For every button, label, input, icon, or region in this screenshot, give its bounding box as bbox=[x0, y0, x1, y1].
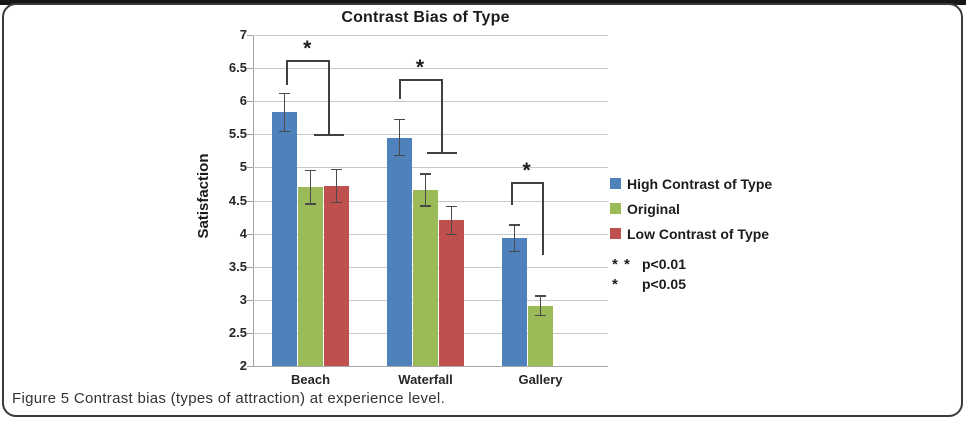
note-text: p<0.05 bbox=[642, 276, 686, 292]
x-tick-label: Waterfall bbox=[398, 372, 453, 387]
error-bar bbox=[335, 169, 338, 203]
legend-item-original: Original bbox=[610, 196, 772, 221]
y-tickmark bbox=[247, 35, 253, 36]
y-tickmark bbox=[247, 366, 253, 367]
error-bar bbox=[450, 206, 453, 235]
error-bar bbox=[539, 295, 542, 316]
significance-bracket bbox=[286, 60, 331, 63]
y-tick-label: 2.5 bbox=[228, 324, 247, 340]
error-bar-cap bbox=[331, 201, 342, 204]
legend-label: High Contrast of Type bbox=[627, 175, 773, 192]
legend-item-high-contrast: High Contrast of Type bbox=[610, 171, 772, 196]
significance-key: * * p<0.01 * p<0.05 bbox=[610, 254, 772, 294]
error-bar-cap bbox=[279, 130, 290, 133]
error-bar bbox=[513, 224, 516, 252]
error-bar bbox=[309, 170, 312, 204]
significance-bracket bbox=[511, 181, 545, 184]
legend-swatch-low-contrast-icon bbox=[610, 228, 621, 239]
significance-bracket bbox=[328, 60, 331, 135]
significance-bracket-cap bbox=[314, 133, 345, 136]
significance-note-p05: * p<0.05 bbox=[610, 274, 772, 294]
gridline bbox=[253, 35, 608, 36]
y-tickmark bbox=[247, 266, 253, 268]
error-bar bbox=[283, 93, 286, 132]
asterisk-double-icon: * * bbox=[612, 255, 631, 273]
gridline bbox=[253, 167, 608, 169]
significance-label: * bbox=[303, 37, 312, 61]
asterisk-single-icon: * bbox=[612, 275, 619, 293]
error-bar bbox=[398, 119, 401, 156]
y-tickmark bbox=[247, 332, 253, 334]
error-bar-cap bbox=[394, 154, 405, 157]
error-bar-cap bbox=[535, 295, 546, 297]
bar-gallery-series0 bbox=[502, 238, 527, 366]
bar-beach-series2 bbox=[324, 185, 349, 366]
note-text: p<0.01 bbox=[642, 256, 686, 272]
y-tickmark bbox=[247, 101, 253, 103]
error-bar-cap bbox=[305, 203, 316, 205]
bar-waterfall-series2 bbox=[439, 220, 464, 366]
gridline bbox=[253, 134, 608, 136]
significance-bracket bbox=[511, 181, 514, 206]
y-tick-label: 5 bbox=[239, 159, 247, 175]
significance-bracket-cap bbox=[427, 151, 458, 154]
y-tick-label: 5.5 bbox=[228, 126, 247, 142]
gridline bbox=[253, 68, 608, 70]
x-tick-label: Gallery bbox=[518, 372, 563, 387]
significance-label: * bbox=[522, 158, 531, 182]
bar-beach-series0 bbox=[272, 112, 297, 366]
error-bar-cap bbox=[446, 233, 457, 235]
error-bar-cap bbox=[279, 92, 290, 94]
error-bar-cap bbox=[509, 224, 520, 226]
bar-waterfall-series1 bbox=[413, 189, 438, 366]
y-tickmark bbox=[247, 134, 253, 136]
significance-bracket bbox=[286, 60, 289, 86]
error-bar-cap bbox=[394, 118, 405, 121]
error-bar-cap bbox=[331, 168, 342, 171]
figure-caption: Figure 5 Contrast bias (types of attract… bbox=[12, 390, 446, 407]
error-bar-cap bbox=[420, 205, 431, 207]
chart-title: Contrast Bias of Type bbox=[341, 9, 510, 26]
legend-label: Original bbox=[627, 200, 680, 217]
legend-item-low-contrast: Low Contrast of Type bbox=[610, 221, 772, 246]
y-tick-label: 4.5 bbox=[228, 192, 247, 208]
significance-bracket bbox=[441, 79, 444, 153]
top-rule bbox=[0, 0, 966, 5]
legend-swatch-high-contrast-icon bbox=[610, 178, 621, 189]
error-bar bbox=[424, 174, 427, 206]
y-tickmark bbox=[247, 299, 253, 301]
error-bar-cap bbox=[509, 250, 520, 253]
error-bar-cap bbox=[535, 314, 546, 317]
y-tickmark bbox=[247, 68, 253, 70]
bar-beach-series1 bbox=[298, 187, 323, 366]
significance-bracket bbox=[398, 79, 401, 100]
significance-bracket bbox=[398, 79, 443, 82]
error-bar-cap bbox=[446, 205, 457, 208]
y-tick-label: 3.5 bbox=[228, 258, 247, 274]
y-tick-label: 4 bbox=[239, 225, 247, 241]
significance-bracket bbox=[542, 181, 545, 255]
y-tick-label: 2 bbox=[239, 358, 247, 373]
y-tick-label: 6.5 bbox=[228, 60, 247, 76]
gridline bbox=[253, 366, 608, 367]
x-tick-label: Beach bbox=[290, 372, 331, 387]
figure-card bbox=[2, 3, 963, 417]
y-tick-label: 7 bbox=[239, 27, 247, 42]
legend-label: Low Contrast of Type bbox=[627, 225, 770, 242]
significance-note-p01: * * p<0.01 bbox=[610, 254, 772, 274]
y-tickmark bbox=[247, 200, 253, 202]
error-bar-cap bbox=[420, 173, 431, 175]
gridline bbox=[253, 101, 608, 103]
legend-swatch-original-icon bbox=[610, 203, 621, 214]
y-tickmark bbox=[247, 233, 253, 235]
chart-legend: High Contrast of Type Original Low Contr… bbox=[610, 171, 772, 294]
significance-label: * bbox=[415, 56, 425, 80]
y-tick-label: 6 bbox=[239, 93, 247, 109]
y-tickmark bbox=[247, 167, 253, 169]
y-tick-label: 3 bbox=[239, 291, 247, 307]
error-bar-cap bbox=[305, 169, 316, 172]
bar-waterfall-series0 bbox=[387, 137, 412, 366]
